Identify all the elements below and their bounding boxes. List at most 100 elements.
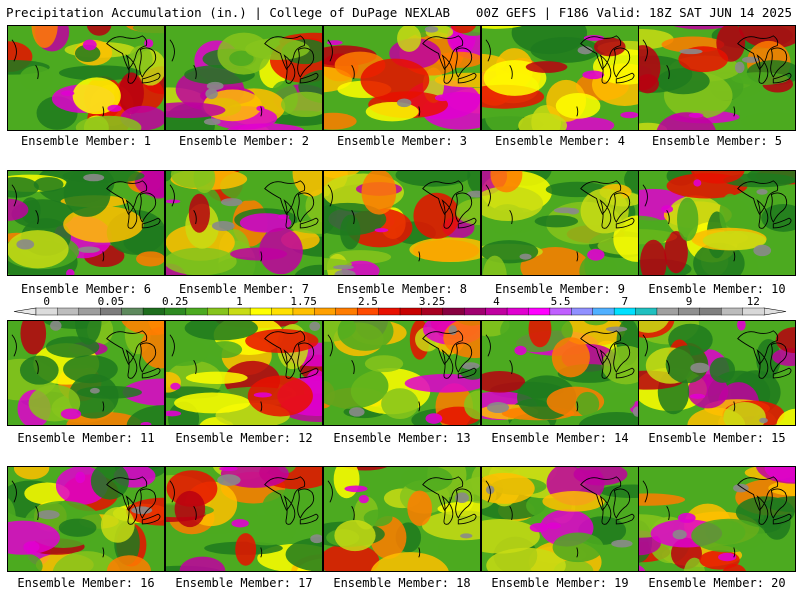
ensemble-panel-9 [481, 170, 639, 276]
ensemble-panel-8 [323, 170, 481, 276]
ensemble-panel-6 [7, 170, 165, 276]
precip-field-map [8, 321, 164, 425]
legend-color-swatch [356, 307, 380, 316]
legend-tick-label: 7 [621, 296, 628, 308]
ensemble-member-label: Ensemble Member: 14 [491, 431, 629, 445]
ensemble-member-label: Ensemble Member: 2 [178, 134, 310, 148]
precipitation-legend: 0 0.05 0.25 1 1.75 2.5 3.25 4 5.5 7 9 12 [13, 296, 787, 316]
ensemble-member-label: Ensemble Member: 15 [648, 431, 786, 445]
precip-field-map [166, 26, 322, 130]
legend-color-swatch [335, 307, 358, 316]
ensemble-member-label: Ensemble Member: 7 [178, 282, 310, 296]
legend-color-swatch [164, 307, 187, 316]
legend-tick-label: 12 [747, 296, 760, 308]
legend-color-swatch [271, 307, 294, 316]
legend-color-swatch [699, 307, 722, 316]
ensemble-member-label: Ensemble Member: 13 [333, 431, 471, 445]
legend-color-swatch [399, 307, 422, 316]
precip-field-map [8, 467, 164, 571]
ensemble-panel-11 [7, 320, 165, 426]
legend-color-swatch [228, 307, 251, 316]
precip-field-map [639, 321, 795, 425]
legend-tick-label: 5.5 [551, 296, 571, 308]
legend-tick-label: 1.75 [290, 296, 317, 308]
ensemble-panel-1 [7, 25, 165, 131]
precip-field-map [324, 467, 480, 571]
legend-tick-label: 1 [236, 296, 243, 308]
legend-color-swatch [249, 307, 273, 316]
precip-field-map [324, 321, 480, 425]
ensemble-member-label: Ensemble Member: 16 [17, 576, 155, 590]
legend-color-swatch [506, 307, 529, 316]
legend-color-swatch [742, 307, 765, 316]
header-run-info: 00Z GEFS | F186 Valid: 18Z SAT JUN 14 20… [475, 5, 792, 20]
legend-color-swatch [635, 307, 658, 316]
ensemble-panel-7 [165, 170, 323, 276]
ensemble-member-label: Ensemble Member: 17 [175, 576, 313, 590]
ensemble-panel-2 [165, 25, 323, 131]
legend-color-swatch [292, 307, 315, 316]
precip-field-map [166, 467, 322, 571]
legend-color-swatch [549, 307, 572, 316]
precip-field-map [639, 467, 795, 571]
precip-field-map [8, 26, 164, 130]
legend-color-swatch [442, 307, 465, 316]
precip-field-map [482, 171, 638, 275]
legend-color-swatch [35, 307, 58, 316]
legend-tick-label: 0.25 [162, 296, 189, 308]
ensemble-panel-4 [481, 25, 639, 131]
ensemble-member-label: Ensemble Member: 11 [17, 431, 155, 445]
legend-color-swatch [528, 307, 551, 316]
ensemble-panel-10 [638, 170, 796, 276]
ensemble-panel-13 [323, 320, 481, 426]
legend-tick-label: 2.5 [358, 296, 378, 308]
legend-color-swatch [571, 307, 594, 316]
legend-color-swatch [592, 307, 615, 316]
ensemble-member-label: Ensemble Member: 19 [491, 576, 629, 590]
legend-color-swatch [613, 307, 637, 316]
ensemble-panel-16 [7, 466, 165, 572]
ensemble-panel-15 [638, 320, 796, 426]
legend-tick-label: 0.05 [98, 296, 125, 308]
ensemble-panel-17 [165, 466, 323, 572]
legend-color-swatch [78, 307, 101, 316]
legend-left-arrow [13, 307, 37, 316]
ensemble-member-label: Ensemble Member: 10 [648, 282, 786, 296]
legend-color-swatch [378, 307, 401, 316]
precip-field-map [482, 467, 638, 571]
legend-tick-label: 0 [43, 296, 50, 308]
legend-color-swatch [314, 307, 337, 316]
ensemble-panel-19 [481, 466, 639, 572]
legend-color-swatch [720, 307, 744, 316]
ensemble-panel-5 [638, 25, 796, 131]
precip-field-map [324, 171, 480, 275]
ensemble-panel-3 [323, 25, 481, 131]
ensemble-panel-20 [638, 466, 796, 572]
legend-color-swatch [142, 307, 165, 316]
ensemble-panel-18 [323, 466, 481, 572]
ensemble-panel-14 [481, 320, 639, 426]
ensemble-member-label: Ensemble Member: 4 [494, 134, 626, 148]
ensemble-member-label: Ensemble Member: 8 [336, 282, 468, 296]
ensemble-member-label: Ensemble Member: 3 [336, 134, 468, 148]
legend-right-arrow [763, 307, 787, 316]
legend-color-swatch [185, 307, 208, 316]
ensemble-member-label: Ensemble Member: 9 [494, 282, 626, 296]
legend-tick-label: 3.25 [419, 296, 446, 308]
legend-color-swatch [207, 307, 230, 316]
ensemble-member-label: Ensemble Member: 20 [648, 576, 786, 590]
ensemble-member-label: Ensemble Member: 12 [175, 431, 313, 445]
ensemble-member-label: Ensemble Member: 6 [20, 282, 152, 296]
precip-field-map [8, 171, 164, 275]
precip-field-map [482, 321, 638, 425]
ensemble-member-label: Ensemble Member: 1 [20, 134, 152, 148]
precip-field-map [166, 171, 322, 275]
legend-color-swatch [485, 307, 508, 316]
ensemble-panel-12 [165, 320, 323, 426]
legend-color-swatch [57, 307, 80, 316]
precip-field-map [639, 171, 795, 275]
legend-color-swatch [121, 307, 144, 316]
ensemble-member-label: Ensemble Member: 5 [651, 134, 783, 148]
legend-color-swatch [100, 307, 123, 316]
header-title: Precipitation Accumulation (in.) | Colle… [6, 5, 451, 20]
